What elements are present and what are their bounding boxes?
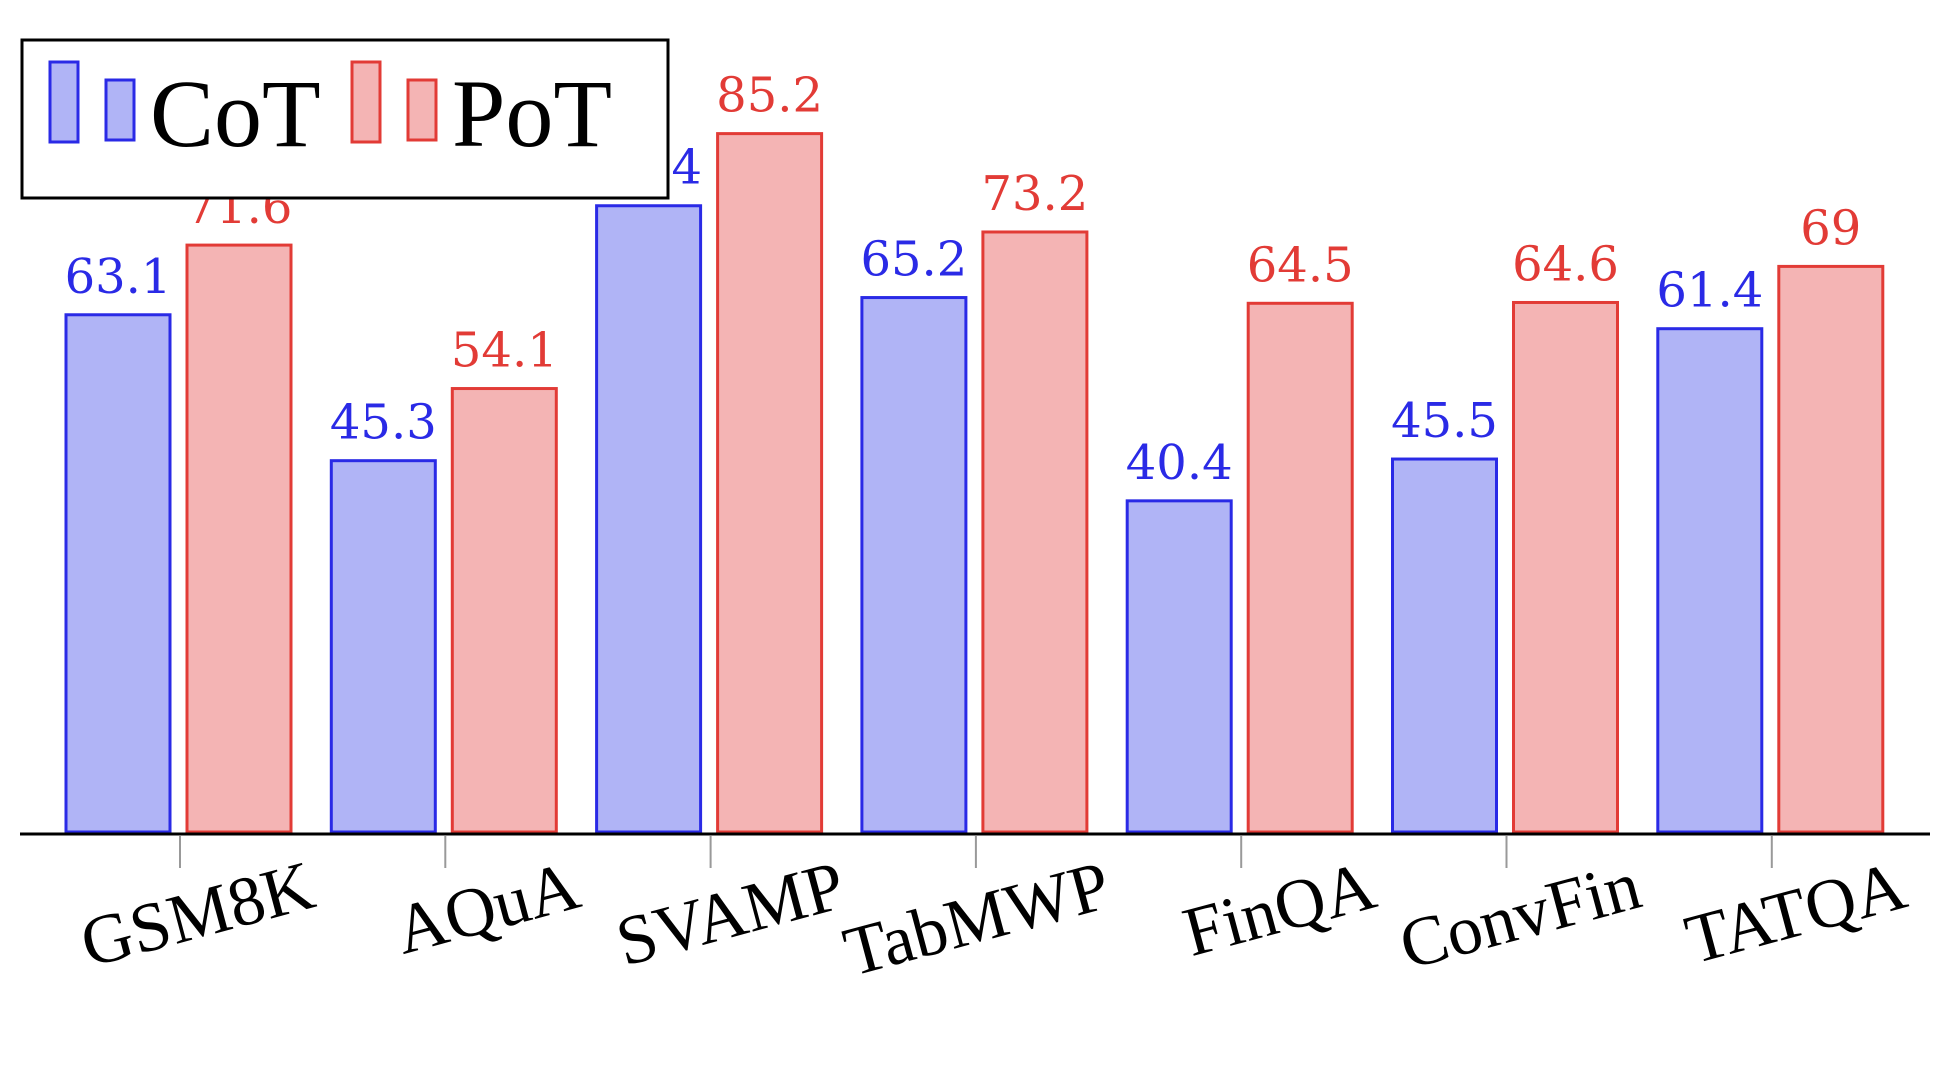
data-label-pot-tatqa: 69 [1800,200,1861,256]
legend-swatch-pot [350,60,382,144]
x-tick-label-svamp: SVAMP [609,847,853,981]
bar-cot-finqa [1125,499,1233,834]
data-label-cot-tabmwp: 65.2 [860,232,967,288]
bar-pot-tabmwp [981,230,1089,834]
bars-layer [64,132,1885,834]
bar-pot-aqua [450,387,558,834]
bar-cot-aqua [329,459,437,834]
bar-cot-convfin [1391,457,1498,834]
bar-pot-tatqa [1777,264,1885,834]
x-tick-label-convfin: ConvFin [1392,847,1649,985]
bar-pot-finqa [1246,301,1354,834]
legend-label-cot: CoT [150,60,321,167]
legend-item-pot: PoT [350,60,612,167]
bar-pot-gsm8k [185,243,293,834]
legend-swatch-pot [406,78,438,142]
x-tick-label-aqua: AQuA [387,847,588,970]
data-label-cot-gsm8k: 63.1 [65,249,172,305]
bar-pot-svamp [716,132,824,834]
data-label-cot-finqa: 40.4 [1126,435,1233,491]
x-tick-label-tatqa: TATQA [1678,847,1915,979]
data-label-pot-tabmwp: 73.2 [981,166,1088,222]
data-label-pot-aqua: 54.1 [451,323,558,379]
bar-cot-svamp [595,204,703,834]
legend-swatch-cot [48,60,80,144]
data-label-pot-finqa: 64.5 [1247,237,1354,293]
x-tick-label-gsm8k: GSM8K [73,847,322,983]
data-label-cot-convfin: 45.5 [1391,393,1498,449]
legend-swatch-cot [104,78,136,142]
data-label-cot-aqua: 45.3 [330,395,437,451]
data-label-cot-tatqa: 61.4 [1656,263,1763,319]
legend: CoT PoT [20,38,670,200]
data-label-pot-svamp: 85.2 [716,68,823,124]
bar-cot-tabmwp [860,296,968,834]
x-tick-label-tabmwp: TabMWP [836,847,1118,992]
legend-label-pot: PoT [452,60,612,167]
bar-cot-tatqa [1656,327,1764,834]
data-label-pot-convfin: 64.6 [1512,236,1619,292]
bar-cot-gsm8k [64,313,172,834]
x-tick-label-finqa: FinQA [1176,847,1384,972]
legend-item-cot: CoT [48,60,321,167]
bar-pot-convfin [1512,300,1619,834]
